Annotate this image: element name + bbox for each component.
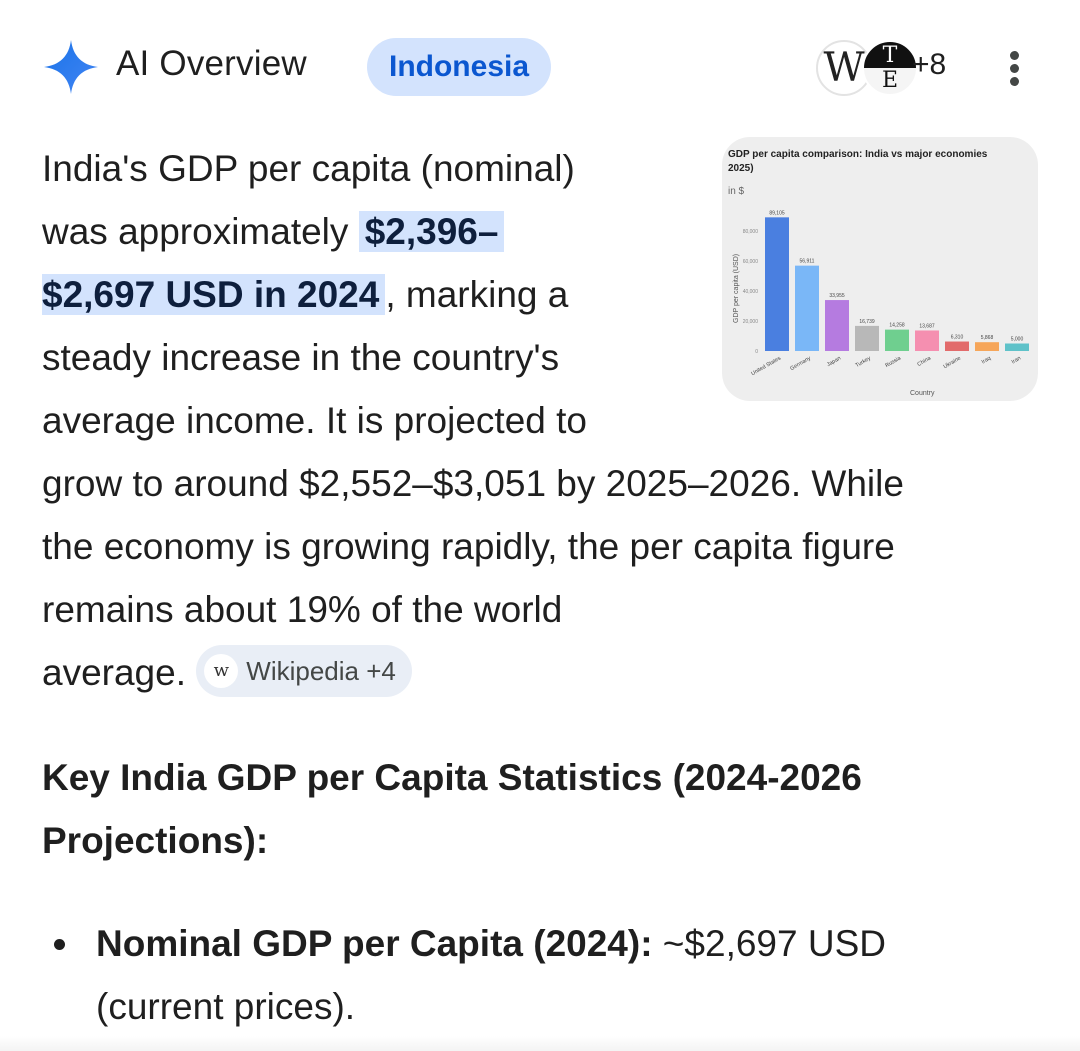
te-source-bottom-letter: E [881, 68, 899, 93]
bar-value-label: 5,000 [1011, 337, 1024, 343]
para-line-4: steady increase in the country's [42, 337, 560, 378]
para-line-8: remains about 19% of the world [42, 589, 563, 630]
wikipedia-icon: w [204, 653, 239, 688]
bar-iran [1005, 343, 1029, 351]
chart-thumbnail[interactable]: GDP per capita comparison: India vs majo… [722, 137, 1038, 401]
bar-china [915, 330, 939, 351]
bar-turkey [855, 325, 879, 351]
bar-iraq [975, 342, 999, 351]
para-line-2: was approximately $2,396– [42, 200, 1042, 263]
gdp-comparison-chart: GDP per capita comparison: India vs majo… [728, 149, 1029, 397]
ai-overview-header: AI Overview Indonesia W T E +8 [0, 0, 1080, 130]
y-tick-label: 0 [755, 349, 758, 355]
y-tick-label: 20,000 [743, 319, 759, 325]
source-count[interactable]: +8 [912, 48, 947, 81]
te-source-icon[interactable]: T E [862, 40, 918, 96]
section-heading: Key India GDP per Capita Statistics (202… [42, 746, 1042, 872]
para-text: , marking a [385, 274, 569, 315]
more-vert-icon[interactable] [998, 46, 1032, 90]
bar-value-label: 89,105 [769, 210, 785, 216]
chart-ylabel: GDP per capita (USD) [733, 254, 740, 323]
y-tick-label: 80,000 [743, 229, 759, 235]
para-text: average. [42, 652, 197, 693]
para-line-7: the economy is growing rapidly, the per … [42, 526, 895, 567]
y-tick-label: 40,000 [743, 289, 759, 295]
bar-germany [795, 265, 819, 351]
bullet-dot [54, 939, 65, 950]
para-line-5: average income. It is projected to [42, 400, 588, 441]
x-tick-label: Iran [1011, 356, 1022, 366]
bar-value-label: 6,310 [951, 335, 964, 341]
bullet-value: ~$2,697 USD [652, 923, 886, 964]
bar-value-label: 56,911 [800, 259, 815, 265]
bar-value-label: 13,687 [919, 323, 935, 329]
chart-xlabel: Country [910, 390, 935, 397]
bar-ukraine [945, 341, 969, 351]
bar-united-states [765, 217, 789, 351]
para-text: was approximately [42, 211, 359, 252]
bar-value-label: 16,739 [859, 319, 875, 325]
chart-title: GDP per capita comparison: India vs majo… [728, 149, 988, 160]
highlighted-figure[interactable]: $2,396– [358, 211, 505, 252]
citation-label: Wikipedia +4 [246, 656, 396, 687]
ai-overview-title: AI Overview [116, 44, 307, 83]
para-line-9: average. w Wikipedia +4 [42, 641, 1042, 704]
bullet-bold-label: Nominal GDP per Capita (2024): [96, 923, 653, 964]
para-line-3: $2,697 USD in 2024, marking a [42, 263, 1042, 326]
x-tick-label: Iraq [981, 356, 992, 366]
te-source-top-letter: T [882, 43, 898, 68]
y-tick-label: 60,000 [743, 259, 759, 265]
bar-value-label: 5,868 [981, 335, 994, 341]
bar-japan [825, 300, 849, 351]
para-line-6: grow to around $2,552–$3,051 by 2025–202… [42, 463, 904, 504]
highlighted-figure[interactable]: $2,697 USD in 2024 [42, 274, 386, 315]
location-chip[interactable]: Indonesia [367, 38, 552, 96]
citation-chip[interactable]: w Wikipedia +4 [196, 645, 412, 698]
para-line-1: India's GDP per capita (nominal) [42, 148, 575, 189]
bar-russia [885, 329, 909, 351]
gemini-sparkle-icon [44, 40, 98, 94]
overview-paragraph: India's GDP per capita (nominal) was app… [42, 137, 1042, 704]
heading-line-2: Projections): [42, 820, 269, 861]
bar-value-label: 33,955 [829, 293, 845, 299]
heading-line-1: Key India GDP per Capita Statistics (202… [42, 757, 862, 798]
bullet-continuation: (current prices). [96, 986, 356, 1027]
bar-value-label: 14,258 [889, 323, 905, 329]
bullet-text: Nominal GDP per Capita (2024): ~$2,697 U… [96, 912, 1036, 1038]
bottom-edge [0, 1036, 1080, 1051]
source-icons[interactable]: W T E [816, 40, 918, 96]
chart-title-continued: 2025) [728, 163, 754, 174]
chart-subtitle: in $ [728, 186, 745, 197]
